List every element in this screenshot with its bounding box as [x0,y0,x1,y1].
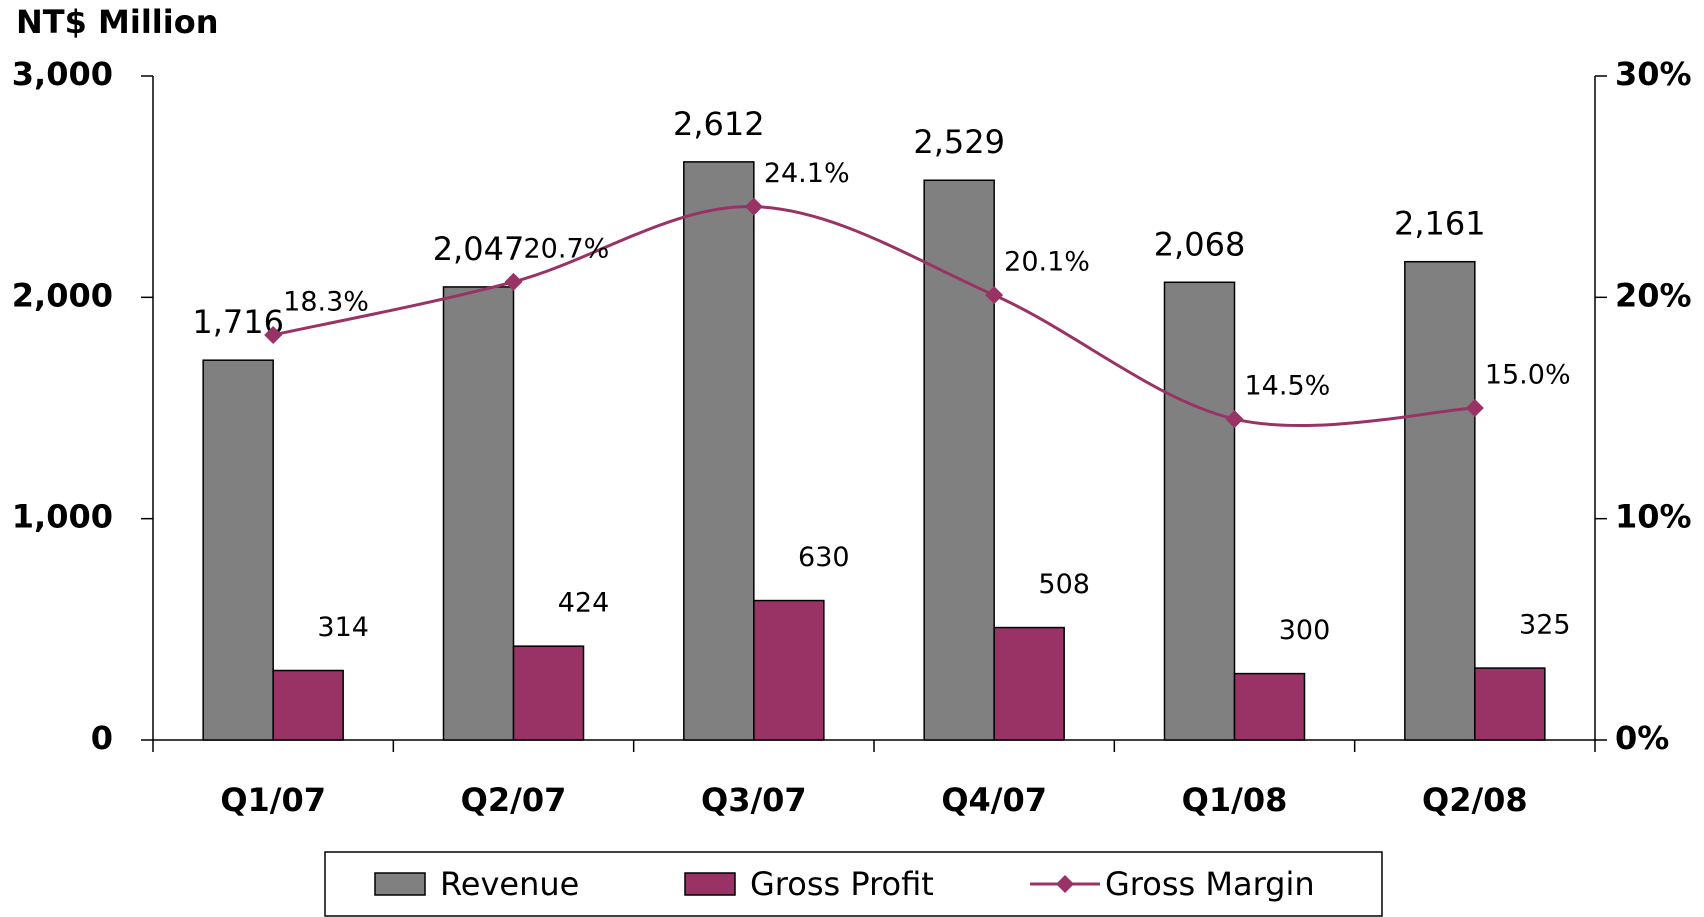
bar [683,161,755,741]
bar [1163,281,1236,741]
bar [1404,260,1476,741]
legend-label: Gross Margin [1105,865,1315,903]
data-label: 2,161 [1394,205,1486,243]
marker [264,325,283,344]
bar [1233,672,1306,741]
data-label: 2,612 [673,105,765,143]
line [272,205,1475,428]
data-label: 424 [558,588,610,619]
marker [1465,399,1484,417]
x-tick-label: Q1/07 [220,781,326,819]
y2-tick-label: 20% [1615,276,1692,314]
y2-tick-label: 10% [1615,498,1692,536]
x-tick-label: Q2/07 [461,781,567,819]
data-label: 314 [317,612,369,643]
data-label: 14.5% [1245,371,1331,402]
data-label: 24.1% [764,158,850,189]
data-label: 18.3% [283,286,369,317]
bar [272,669,344,741]
y-tick-label: 1,000 [12,498,113,536]
x-tick-label: Q4/07 [941,781,1047,819]
legend-marker [1056,875,1074,893]
bar [512,645,585,741]
data-label: 630 [798,542,850,573]
bar [1474,667,1546,741]
data-label: 15.0% [1485,360,1571,391]
legend-swatch [374,872,426,896]
data-label: 2,047 [433,230,525,268]
y-tick-label: 2,000 [12,276,113,314]
data-label: 20.7% [524,233,610,264]
y-tick-label: 3,000 [12,55,113,93]
legend-label: Revenue [440,865,579,903]
data-label: 508 [1038,569,1090,600]
legend-swatch [684,872,736,896]
y2-tick-label: 0% [1615,719,1669,757]
marker [744,197,763,216]
x-tick-label: Q1/08 [1182,781,1288,819]
y2-tick-label: 30% [1615,55,1692,93]
bar [442,286,515,741]
bar [923,179,995,741]
data-label: 325 [1519,610,1571,641]
marker [504,272,523,291]
bar [753,599,825,741]
bar [993,626,1065,741]
data-label: 300 [1279,615,1331,646]
bar [202,359,274,741]
marker [985,286,1004,305]
data-label: 20.1% [1004,247,1090,278]
y-tick-label: 0 [91,719,113,757]
legend-box [324,851,1383,917]
data-label: 2,068 [1154,225,1246,263]
legend-label: Gross Profit [750,865,934,903]
x-tick-label: Q2/08 [1422,781,1528,819]
x-tick-label: Q3/07 [701,781,807,819]
y-axis-label: NT$ Million [16,3,219,41]
marker [1225,410,1244,429]
data-label: 2,529 [913,123,1005,161]
